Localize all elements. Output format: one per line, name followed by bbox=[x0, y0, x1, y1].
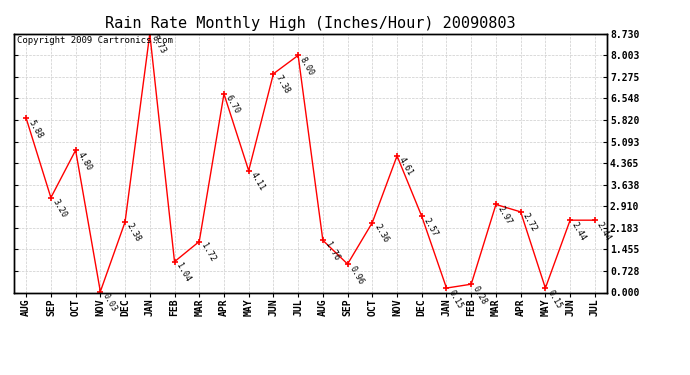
Text: 5.88: 5.88 bbox=[26, 118, 44, 140]
Text: 4.80: 4.80 bbox=[76, 150, 93, 172]
Text: 3.20: 3.20 bbox=[51, 198, 69, 219]
Text: 2.97: 2.97 bbox=[496, 204, 514, 226]
Text: 2.38: 2.38 bbox=[125, 222, 143, 244]
Text: 2.44: 2.44 bbox=[595, 220, 613, 242]
Text: 2.72: 2.72 bbox=[521, 212, 538, 234]
Text: 0.15: 0.15 bbox=[545, 288, 563, 310]
Text: 4.61: 4.61 bbox=[397, 156, 415, 178]
Text: Copyright 2009 Cartronics.com: Copyright 2009 Cartronics.com bbox=[17, 36, 172, 45]
Text: 8.00: 8.00 bbox=[298, 56, 316, 77]
Text: 0.96: 0.96 bbox=[348, 264, 366, 286]
Text: 8.73: 8.73 bbox=[150, 34, 168, 56]
Text: 2.36: 2.36 bbox=[373, 222, 390, 245]
Text: 7.38: 7.38 bbox=[273, 74, 291, 96]
Text: 0.03: 0.03 bbox=[100, 292, 118, 314]
Text: 0.15: 0.15 bbox=[446, 288, 464, 310]
Text: 6.70: 6.70 bbox=[224, 94, 241, 116]
Text: 2.57: 2.57 bbox=[422, 216, 440, 238]
Text: 0.28: 0.28 bbox=[471, 284, 489, 306]
Text: 2.44: 2.44 bbox=[570, 220, 588, 242]
Text: 4.11: 4.11 bbox=[248, 171, 266, 192]
Text: 1.72: 1.72 bbox=[199, 242, 217, 263]
Title: Rain Rate Monthly High (Inches/Hour) 20090803: Rain Rate Monthly High (Inches/Hour) 200… bbox=[105, 16, 516, 31]
Text: 1.04: 1.04 bbox=[175, 262, 193, 284]
Text: 1.76: 1.76 bbox=[323, 240, 341, 262]
